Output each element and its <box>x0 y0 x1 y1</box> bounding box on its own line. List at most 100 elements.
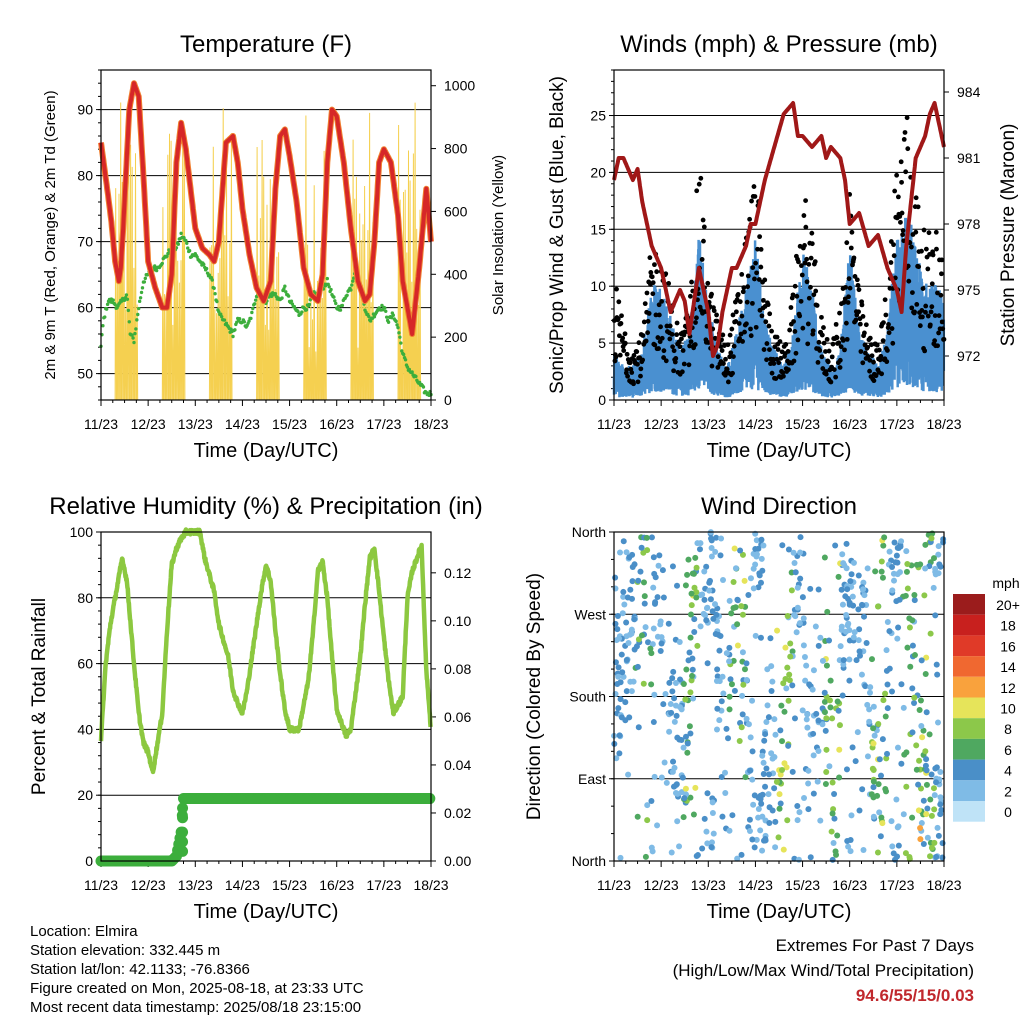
humidity-title: Relative Humidity (%) & Precipitation (i… <box>49 493 482 520</box>
wind-direction-point <box>689 666 696 673</box>
temperature-x-tick-label: 16/23 <box>319 416 354 432</box>
humidity-y-tick-label: 40 <box>77 721 93 737</box>
wind-gust-point <box>803 198 808 204</box>
direction-y-tick-label: East <box>578 771 606 787</box>
wind-direction-point <box>903 749 910 756</box>
wind-direction-point <box>920 840 927 847</box>
wind-direction-point <box>732 565 739 572</box>
wind-direction-point <box>669 688 676 695</box>
wind-direction-point <box>895 624 902 631</box>
wind-direction-point <box>924 805 931 812</box>
wind-gust-point <box>614 286 619 292</box>
wind-direction-point <box>829 779 836 786</box>
wind-direction-point <box>712 631 719 638</box>
extremes-subtitle: (High/Low/Max Wind/Total Precipitation) <box>672 961 974 980</box>
wind-gust-point <box>692 342 698 347</box>
wind-direction-point <box>773 778 780 785</box>
wind-direction-point <box>788 587 795 594</box>
wind-gust-point <box>655 335 661 340</box>
wind-gust-point <box>769 328 774 334</box>
direction-x-tick-label: 14/23 <box>738 877 773 893</box>
wind-direction-point <box>757 827 764 834</box>
wind-gust-point <box>899 179 904 185</box>
wind-direction-point <box>890 570 897 577</box>
wind-direction-point <box>883 755 890 762</box>
wind-direction-point <box>861 592 868 599</box>
wind-direction-point <box>884 705 891 712</box>
dewpoint-point <box>405 365 410 369</box>
wind-direction-point <box>789 648 796 655</box>
extremes-title: Extremes For Past 7 Days <box>775 936 974 955</box>
wind-direction-point <box>765 791 772 798</box>
wind-direction-point <box>677 704 684 711</box>
legend-color-box <box>953 635 985 657</box>
wind-direction-point <box>682 696 689 703</box>
wind-direction-point <box>889 843 896 850</box>
wind-gust-point <box>740 339 745 344</box>
dewpoint-point <box>401 352 406 357</box>
wind-direction-point <box>821 554 828 561</box>
wind-gust-point <box>800 325 806 331</box>
wind-direction-point <box>822 780 829 787</box>
wind-direction-point <box>764 702 771 709</box>
wind-direction-point <box>661 759 668 766</box>
wind-gust-point <box>671 368 677 374</box>
wind-direction-point <box>620 593 627 600</box>
wind-direction-point <box>797 549 804 556</box>
wind-gust-point <box>725 342 731 348</box>
wind-gust-point <box>861 330 867 336</box>
wind-direction-point <box>612 585 619 592</box>
wind-direction-point <box>923 811 930 818</box>
wind-direction-point <box>758 536 765 543</box>
legend-color-box <box>953 780 985 801</box>
wind-direction-point <box>757 796 764 803</box>
wind-direction-point <box>682 785 689 792</box>
wind-direction-point <box>612 620 619 627</box>
wind-gust-point <box>667 336 673 342</box>
wind-gust-point <box>833 321 839 327</box>
wind-gust-point <box>694 315 699 321</box>
wind-direction-point <box>781 708 788 715</box>
wind-direction-point <box>656 552 663 559</box>
temperature-x-tick-label: 18/23 <box>413 416 448 432</box>
wind-direction-point <box>777 800 784 807</box>
wind-direction-point <box>800 642 807 649</box>
wind-direction-point <box>717 552 724 559</box>
wind-direction-point <box>904 561 911 568</box>
wind-direction-point <box>859 786 866 793</box>
wind-direction-point <box>670 668 677 675</box>
wind-direction-point <box>849 744 856 751</box>
wind-direction-point <box>827 704 834 711</box>
wind-gust-point <box>667 323 673 329</box>
direction-x-tick-label: 13/23 <box>691 877 726 893</box>
wind-direction-point <box>870 703 877 710</box>
wind-direction-point <box>791 559 798 566</box>
dewpoint-point <box>186 246 190 250</box>
wind-gust-point <box>879 371 885 377</box>
wind-gust-point <box>856 309 861 315</box>
wind-gust-point <box>753 324 759 330</box>
wind-direction-point <box>685 556 692 563</box>
wind-gust-point <box>858 349 864 354</box>
wind-gust-point <box>671 348 677 354</box>
wind-direction-point <box>839 551 846 558</box>
wind-gust-point <box>802 242 807 248</box>
wind-direction-point <box>713 611 720 618</box>
wind-gust-point <box>900 228 906 233</box>
wind-direction-point <box>769 678 776 685</box>
wind-direction-point <box>870 778 877 785</box>
temperature-y-tick-label: 50 <box>77 366 93 382</box>
wind-direction-point <box>880 697 887 704</box>
wind-gust-point <box>624 351 630 357</box>
wind-gust-point <box>793 350 799 356</box>
wind-direction-point <box>834 698 841 705</box>
wind-gust-point <box>659 335 665 341</box>
direction-y-tick-label: South <box>569 689 606 705</box>
wind-gust-point <box>824 336 830 342</box>
wind-direction-point <box>683 666 690 673</box>
wind-direction-point <box>693 564 700 571</box>
wind-direction-point <box>940 539 947 546</box>
wind-gust-point <box>656 302 662 308</box>
winds-x-tick-label: 16/23 <box>832 416 867 432</box>
wind-direction-point <box>776 791 783 798</box>
